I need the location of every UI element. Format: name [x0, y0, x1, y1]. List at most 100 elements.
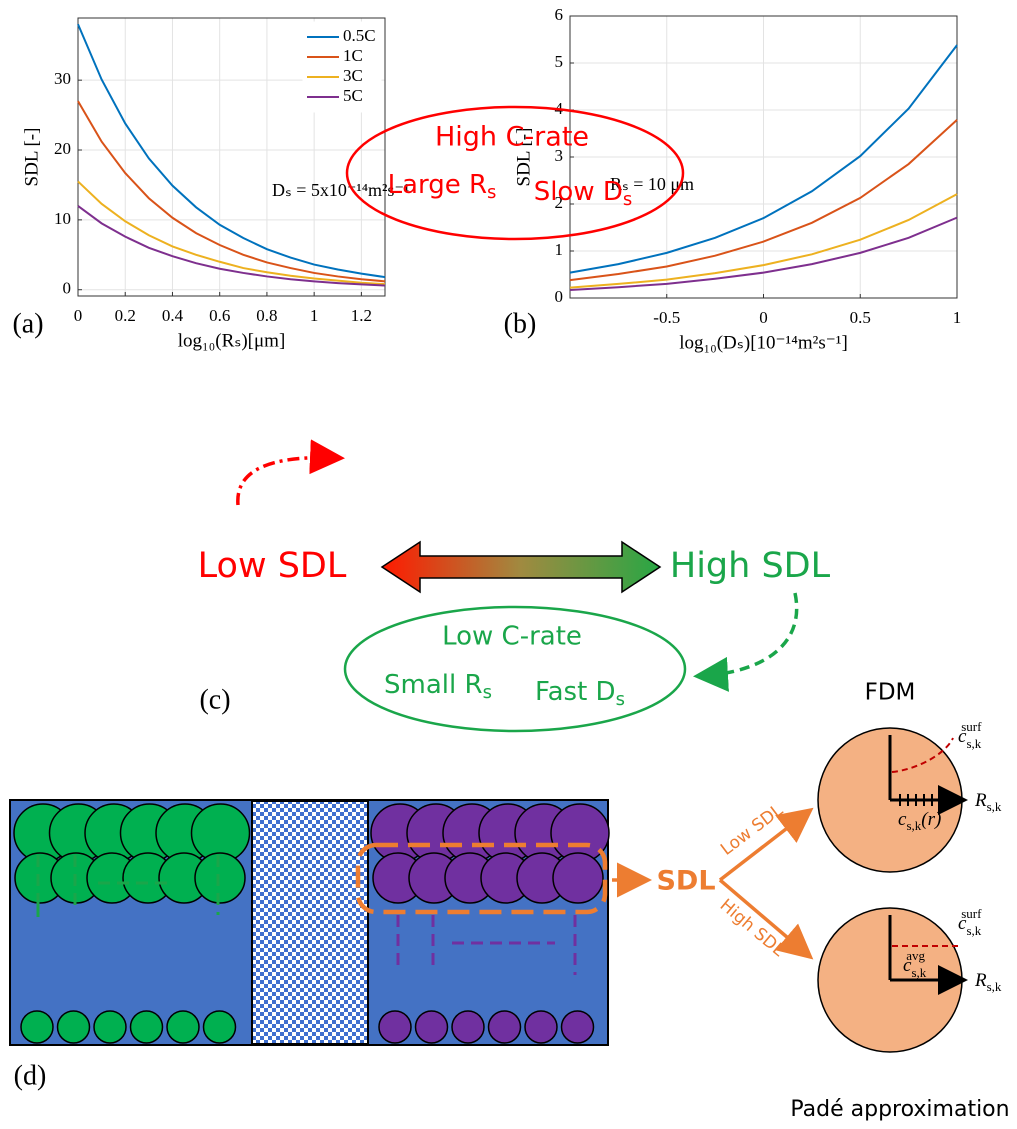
particles [13, 803, 610, 1044]
sub: s,k [987, 979, 1002, 994]
selection [355, 842, 608, 915]
panel-label: (a) [12, 308, 43, 339]
text: Low C-rate [442, 622, 582, 652]
line [569, 119, 958, 282]
y-tick-label: 3 [555, 146, 564, 165]
axes [888, 915, 962, 980]
sub: s,k [987, 799, 1002, 814]
sub: s,k [911, 965, 926, 980]
title: Padé approximation [790, 1097, 1009, 1122]
title: FDM [865, 680, 916, 706]
text: Small Rs [384, 670, 492, 704]
arrow [693, 592, 799, 692]
math-label: cs,k(r) [898, 809, 941, 833]
x-tick-label: 0.5 [850, 308, 871, 327]
legend-label: 1C [343, 46, 363, 65]
y-tick-label: 6 [555, 5, 564, 24]
double-arrow [380, 540, 662, 594]
charts: 0 0.2 0.4 0.6 0.8 1 1.20102030log₁₀(Rₛ)[μm]SDL… [12, 5, 961, 353]
particle [166, 1010, 200, 1044]
particle [56, 1010, 91, 1044]
legend-label: 0.5C [343, 26, 376, 45]
y-axis-label: SDL [-] [21, 128, 42, 187]
x-tick-label: 0.4 [162, 306, 184, 325]
sub: s [623, 189, 632, 210]
sup: surf [961, 719, 982, 734]
plot-frame [569, 15, 958, 299]
line [569, 44, 958, 274]
line [569, 216, 958, 292]
x-tick-label: -0.5 [653, 308, 680, 327]
line [77, 180, 386, 286]
particle [524, 1010, 558, 1044]
line [77, 100, 386, 283]
arrow [718, 878, 814, 960]
rest: (r) [921, 809, 941, 830]
low-sdl: Low SDL [198, 546, 347, 586]
sub: s [487, 182, 496, 203]
math-label: cs,k surf [958, 906, 982, 938]
y-tick-label: 5 [555, 52, 564, 71]
particle [487, 1010, 522, 1044]
branch-label: Low SDL [717, 800, 787, 860]
annotation: Rₛ = 10 μm [610, 174, 694, 194]
sub: s,k [966, 736, 981, 751]
dashed-lines [36, 855, 220, 920]
x-axis-label: log₁₀(Dₛ)[10⁻¹⁴m²s⁻¹] [679, 332, 848, 353]
math-label: cs,k surf [958, 719, 982, 751]
text: Fast D [535, 677, 616, 707]
separator [251, 800, 369, 1045]
sym: R [974, 790, 987, 811]
panel-d: SDL Low SDL High SDL FDM cs,ksurf Rs,k c… [9, 680, 1010, 1122]
panel-label: (c) [199, 684, 230, 715]
math-label: Rs,k [974, 790, 1002, 814]
x-tick-label: 1.2 [351, 306, 372, 325]
panel-label: (b) [504, 308, 537, 339]
axes [888, 735, 962, 800]
x-tick-label: 0.2 [115, 306, 136, 325]
y-tick-label: 30 [54, 69, 71, 88]
particle [378, 1010, 412, 1044]
sub: s,k [906, 818, 921, 833]
panel-c: High C-rate Large Rs Slow Ds Low SDL Hig… [198, 105, 831, 733]
legend-label: 3C [343, 66, 363, 85]
sym: c [958, 913, 967, 934]
line [569, 193, 958, 289]
high-sdl: High SDL [670, 546, 831, 586]
particle [93, 1010, 127, 1044]
sub: s [616, 689, 625, 710]
legend-label: 5C [343, 86, 363, 105]
particle [194, 852, 246, 904]
y-tick-label: 0 [555, 287, 564, 306]
sub: s,k [966, 923, 981, 938]
sdl: SDL [656, 866, 715, 897]
x-tick-label: 0 [759, 308, 768, 327]
text: Large R [388, 170, 487, 200]
sym: c [903, 955, 912, 976]
sub: s [483, 682, 492, 703]
x-tick-label: 1 [953, 308, 962, 327]
arrow [718, 807, 814, 882]
particle [414, 1010, 449, 1044]
math-label: cs,k avg [903, 948, 927, 980]
math-label: Rs,k [974, 970, 1002, 994]
ellipse-high-c [345, 105, 685, 241]
sym: R [974, 970, 987, 991]
y-tick-label: 10 [54, 209, 71, 228]
sup: avg [906, 948, 925, 963]
particle [552, 852, 604, 904]
text: Slow D [534, 177, 623, 207]
particle [202, 1010, 237, 1044]
particle [20, 1010, 54, 1044]
y-tick-label: 0 [63, 279, 72, 298]
text: Large Rs [388, 170, 497, 204]
y-tick-label: 1 [555, 240, 564, 259]
particle [560, 1010, 595, 1044]
grid-ticks [899, 794, 941, 806]
y-tick-label: 20 [54, 139, 71, 158]
particle [451, 1010, 485, 1044]
x-axis-label: log₁₀(Rₛ)[μm] [178, 330, 286, 351]
sup: surf [961, 906, 982, 921]
